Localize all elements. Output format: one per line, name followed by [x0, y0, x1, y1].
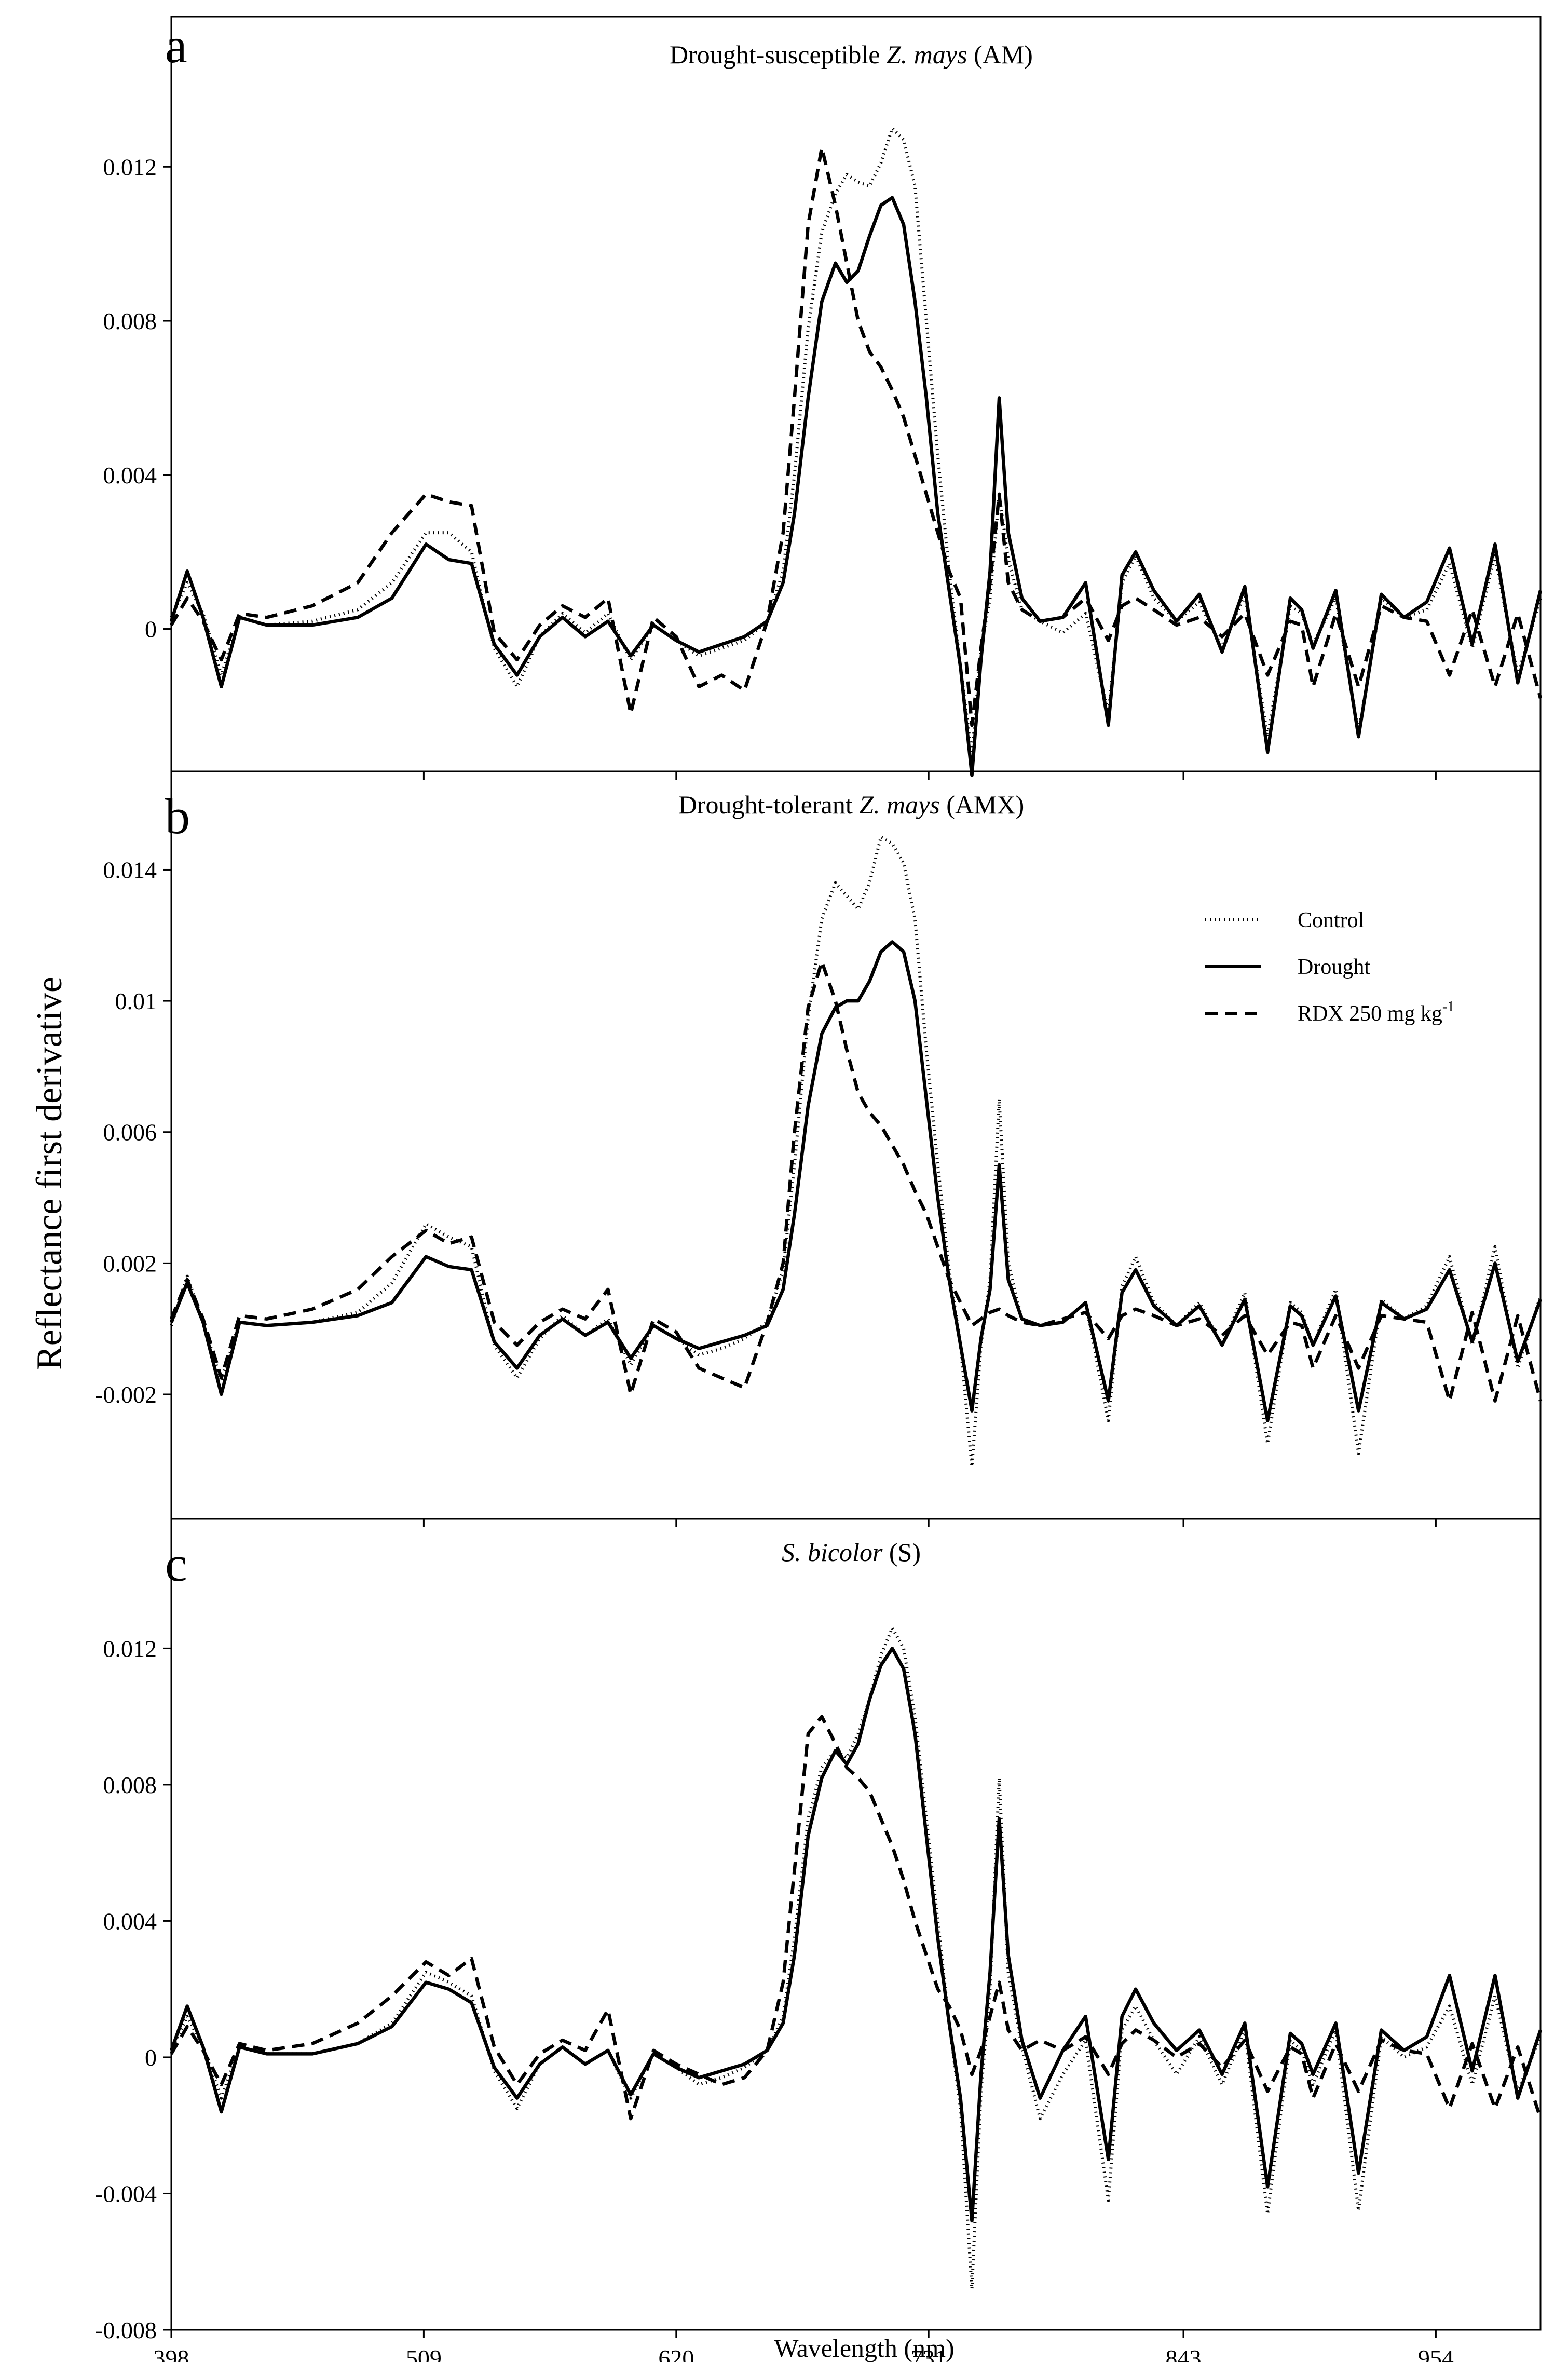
panel-c-letter: c [165, 1536, 187, 1592]
panel-a-plot: 0 0.004 0.008 0.012 [103, 16, 1543, 780]
y-tick-label: 0 [145, 2044, 157, 2071]
y-tick-label: -0.008 [95, 2317, 157, 2343]
panel-c: -0.008 -0.004 0 0.004 0.008 0.012 398 509 620 731… [95, 1518, 1543, 2362]
y-tick-label: -0.002 [95, 1381, 157, 1408]
y-tick-label: 0.012 [103, 154, 157, 180]
y-tick-label: 0.01 [115, 988, 157, 1014]
y-tick-label: -0.004 [95, 2180, 157, 2207]
legend-label-rdx: RDX 250 mg kg-1 [1298, 999, 1454, 1026]
panel-a-letter: a [165, 18, 187, 73]
panel-b: -0.002 0.002 0.006 0.01 0.014 b Drought-tole… [95, 770, 1543, 1527]
panel-c-plot: -0.008 -0.004 0 0.004 0.008 0.012 398 509 620 731… [95, 1518, 1543, 2362]
panel-b-letter: b [165, 789, 190, 844]
x-tick-label: 954 [1418, 2345, 1454, 2362]
panel-b-title: Drought-tolerant Z. mays (AMX) [678, 790, 1025, 819]
y-tick-label: 0.008 [103, 308, 157, 334]
x-axis-label: Wavelength (nm) [774, 2333, 954, 2362]
series-line-dashed-panel-a [170, 145, 1543, 727]
y-tick-label: 0.012 [103, 1635, 157, 1662]
y-tick-label: 0.002 [103, 1250, 157, 1277]
y-tick-label: 0.008 [103, 1772, 157, 1798]
x-tick-label: 509 [406, 2345, 442, 2362]
y-axis-label: Reflectance first derivative [30, 976, 70, 1370]
x-tick-label: 620 [658, 2345, 694, 2362]
series-line-solid-panel-a [169, 196, 1543, 777]
legend: Control Drought RDX 250 mg kg-1 [1205, 908, 1454, 1026]
y-tick-label: 0 [145, 616, 157, 643]
series-line-solid-panel-b [169, 940, 1543, 1422]
x-tick-label: 731 [911, 2345, 947, 2362]
legend-label-control: Control [1298, 908, 1364, 932]
panel-c-frame [170, 1518, 1542, 2331]
y-tick-label: 0.014 [103, 857, 157, 883]
y-tick-label: 0.006 [103, 1119, 157, 1146]
x-tick-label: 843 [1166, 2345, 1202, 2362]
legend-label-drought: Drought [1298, 955, 1370, 979]
panel-a: 0 0.004 0.008 0.012 a Drought-susceptible Z… [103, 16, 1543, 780]
panel-c-title: S. bicolor (S) [782, 1538, 921, 1567]
y-tick-label: 0.004 [103, 1908, 157, 1934]
panel-a-title: Drought-susceptible Z. mays (AM) [670, 40, 1033, 69]
series-line-solid-panel-c [169, 1647, 1543, 2223]
y-tick-label: 0.004 [103, 462, 157, 488]
x-tick-label: 398 [154, 2345, 189, 2362]
series-line-dashed-panel-c [170, 1715, 1543, 2121]
